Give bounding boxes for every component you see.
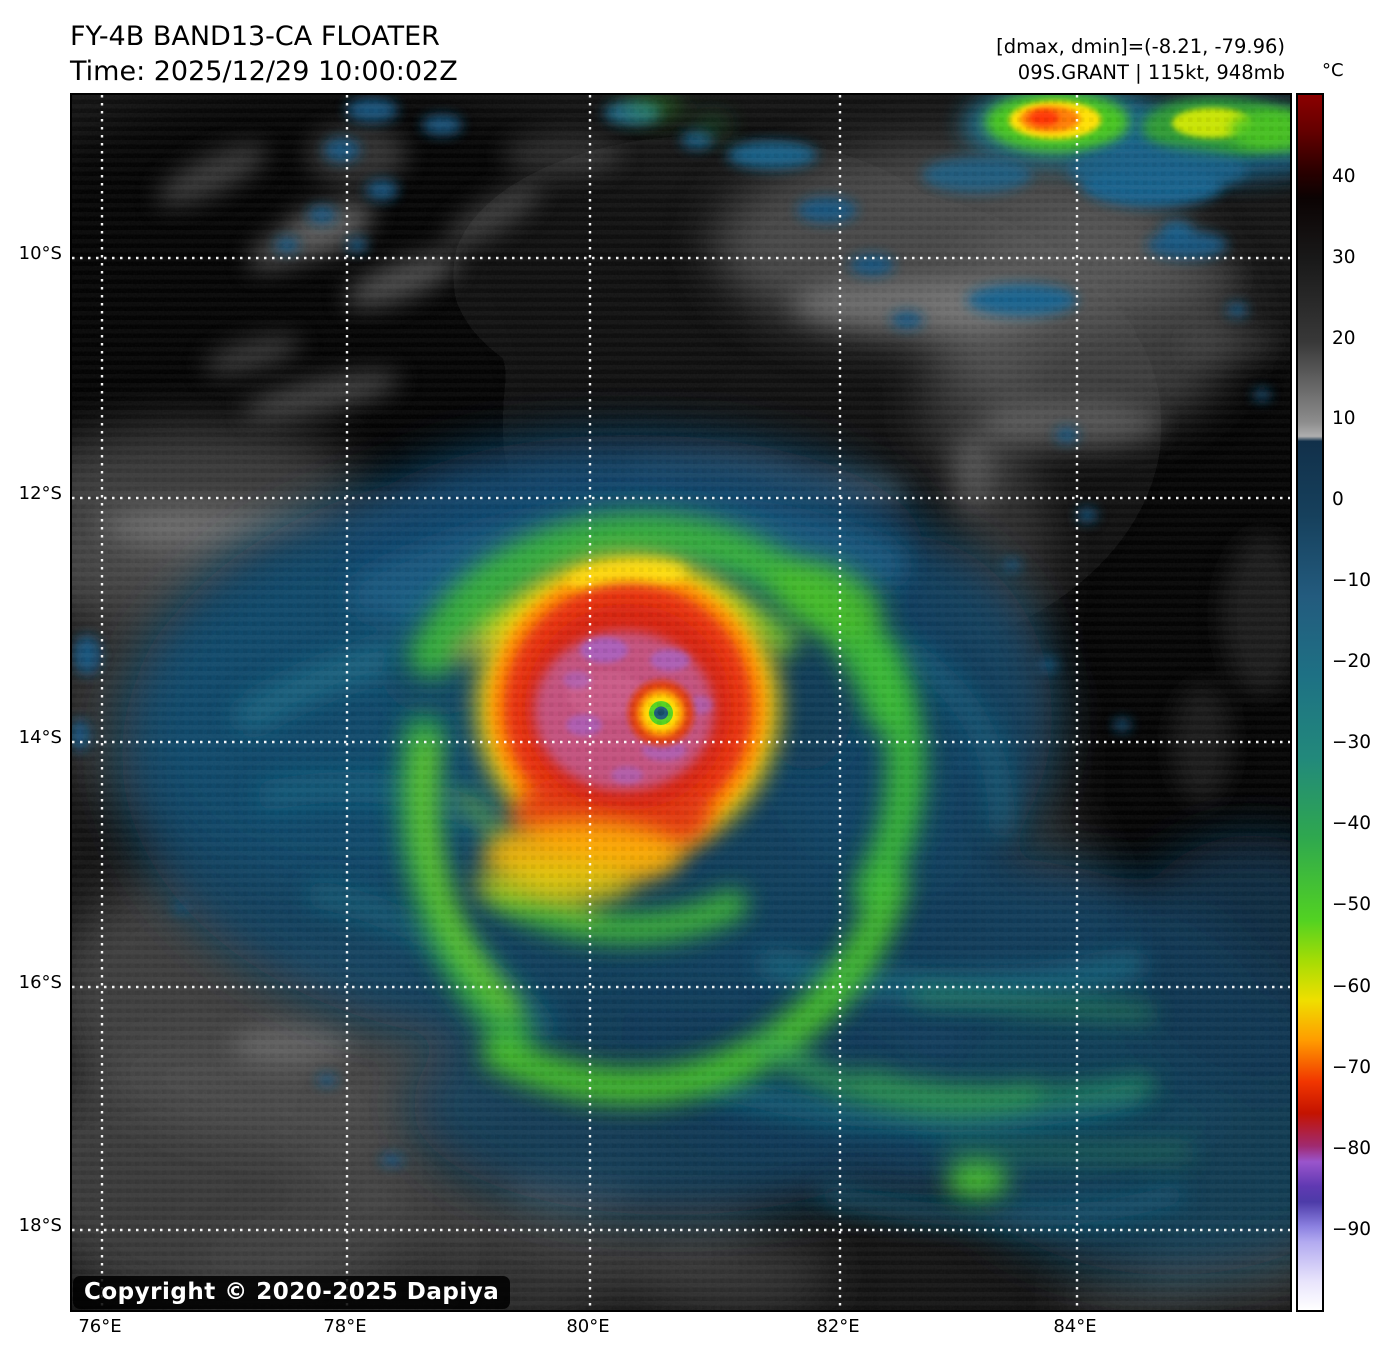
figure-annotations: [dmax, dmin]=(-8.21, -79.96) 09S.GRANT |… [996, 34, 1285, 85]
lat-tick-label: 16°S [18, 972, 62, 993]
lat-tick-label: 10°S [18, 243, 62, 264]
colorbar-tick: −10 [1332, 570, 1372, 591]
lat-tick-label: 14°S [18, 727, 62, 748]
colorbar-unit-label: °C [1322, 60, 1344, 81]
copyright-badge: Copyright © 2020-2025 Dapiya [73, 1276, 511, 1309]
colorbar-tick: −60 [1332, 976, 1372, 997]
lon-tick-label: 78°E [323, 1316, 367, 1337]
storm-info-annotation: 09S.GRANT | 115kt, 948mb [1017, 60, 1285, 84]
satellite-ir-scene [72, 95, 1290, 1310]
colorbar-tick: −90 [1332, 1219, 1372, 1240]
colorbar-tick: 30 [1332, 247, 1356, 268]
colorbar-tick: −40 [1332, 813, 1372, 834]
colorbar-tick: 40 [1332, 166, 1356, 187]
title-line-2: Time: 2025/12/29 10:00:02Z [70, 55, 458, 87]
lon-tick-label: 80°E [566, 1316, 610, 1337]
satellite-image-panel [70, 93, 1292, 1312]
colorbar-tick: −50 [1332, 894, 1372, 915]
colorbar-tick: 20 [1332, 328, 1356, 349]
graticule-gridlines [72, 95, 1290, 1310]
lon-tick-label: 76°E [78, 1316, 122, 1337]
lon-tick-label: 84°E [1053, 1316, 1097, 1337]
figure-title: FY-4B BAND13-CA FLOATER Time: 2025/12/29… [70, 20, 458, 89]
lat-tick-label: 18°S [18, 1215, 62, 1236]
title-line-1: FY-4B BAND13-CA FLOATER [70, 21, 440, 52]
colorbar-tick: −80 [1332, 1138, 1372, 1159]
colorbar-tick: 10 [1332, 408, 1356, 429]
sensor-grain-overlay [72, 95, 1290, 1310]
lat-tick-label: 12°S [18, 483, 62, 504]
lon-tick-label: 82°E [816, 1316, 860, 1337]
colorbar-tick: −70 [1332, 1057, 1372, 1078]
colorbar-gradient [1296, 93, 1324, 1312]
colorbar-tick: 0 [1332, 489, 1344, 510]
colorbar-tick: −20 [1332, 651, 1372, 672]
dmax-dmin-annotation: [dmax, dmin]=(-8.21, -79.96) [996, 35, 1285, 58]
colorbar-tick: −30 [1332, 732, 1372, 753]
